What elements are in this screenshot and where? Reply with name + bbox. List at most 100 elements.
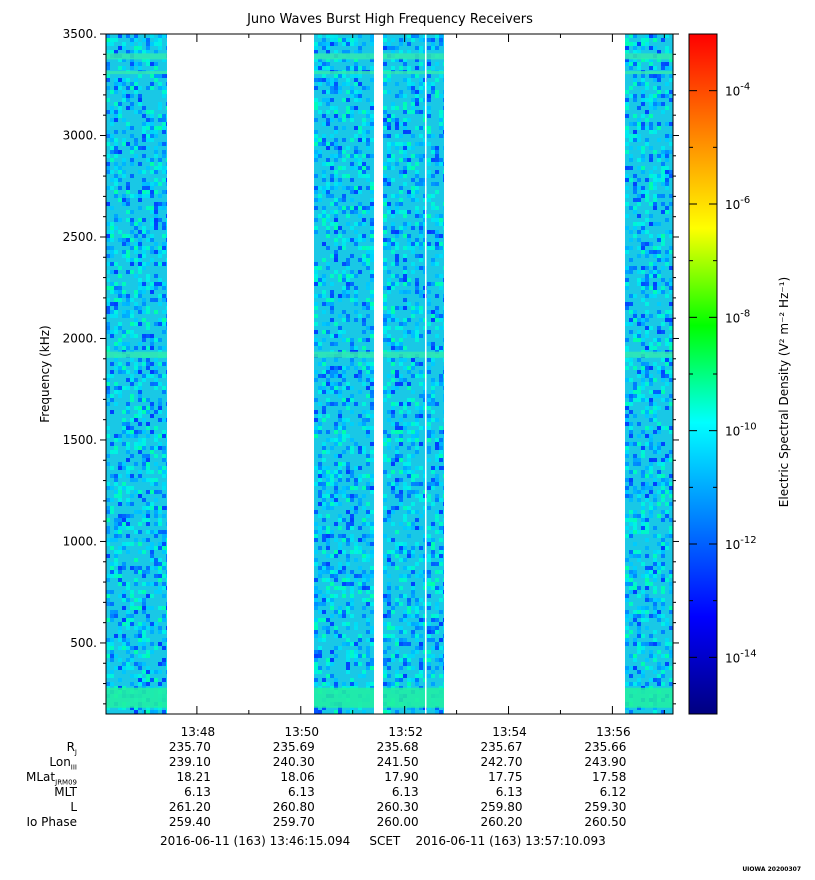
spectrogram-cell [130, 594, 134, 598]
spectrogram-cell [162, 514, 166, 518]
spectrogram-cell [649, 374, 653, 378]
spectrogram-cell [330, 478, 334, 482]
spectrogram-cell [338, 570, 342, 574]
spectrogram-cell [665, 106, 669, 110]
spectrogram-cell [334, 174, 338, 178]
spectrogram-cell [134, 510, 138, 514]
spectrogram-cell [427, 198, 431, 202]
spectrogram-cell [665, 294, 669, 298]
spectrogram-cell [114, 110, 118, 114]
spectrogram-cell [395, 446, 399, 450]
spectrogram-cell [645, 426, 649, 430]
spectrogram-cell [391, 178, 395, 182]
spectrogram-cell [334, 154, 338, 158]
spectrogram-cell [342, 82, 346, 86]
spectrogram-cell [322, 46, 326, 50]
spectrogram-cell [338, 542, 342, 546]
spectrogram-cell [358, 498, 362, 502]
spectrogram-cell [318, 110, 322, 114]
spectrogram-cell [625, 194, 629, 198]
spectrogram-cell [342, 74, 346, 78]
spectrogram-cell [403, 142, 407, 146]
spectrogram-cell [637, 458, 641, 462]
spectrogram-cell [435, 658, 439, 662]
spectrogram-cell [641, 618, 645, 622]
spectrogram-cell [154, 454, 158, 458]
spectrogram-cell [387, 242, 391, 246]
spectrogram-cell [126, 234, 130, 238]
spectrogram-cell [649, 678, 653, 682]
emission-band [625, 71, 673, 75]
spectrogram-cell [318, 390, 322, 394]
spectrogram-cell [653, 638, 657, 642]
spectrogram-cell [162, 282, 166, 286]
spectrogram-cell [629, 622, 633, 626]
spectrogram-cell [110, 186, 114, 190]
spectrogram-cell [419, 618, 423, 622]
spectrogram-cell [645, 578, 649, 582]
spectrogram-cell [625, 178, 629, 182]
spectrogram-cell [370, 278, 374, 282]
spectrogram-cell [114, 534, 118, 538]
spectrogram-cell [633, 386, 637, 390]
spectrogram-cell [330, 98, 334, 102]
spectrogram-cell [439, 438, 443, 442]
spectrogram-cell [318, 34, 322, 38]
spectrogram-cell [122, 198, 126, 202]
spectrogram-cell [649, 234, 653, 238]
spectrogram-cell [391, 118, 395, 122]
spectrogram-cell [166, 370, 167, 374]
spectrogram-cell [166, 90, 167, 94]
spectrogram-cell [383, 34, 387, 38]
spectrogram-cell [395, 126, 399, 130]
spectrogram-cell [383, 330, 387, 334]
spectrogram-cell [118, 238, 122, 242]
spectrogram-cell [387, 598, 391, 602]
spectrogram-cell [314, 158, 318, 162]
spectrogram-cell [669, 98, 673, 102]
spectrogram-cell [318, 346, 322, 350]
spectrogram-cell [162, 90, 166, 94]
spectrogram-cell [138, 590, 142, 594]
spectrogram-cell [346, 538, 350, 542]
spectrogram-cell [106, 378, 110, 382]
spectrogram-cell [415, 450, 419, 454]
spectrogram-cell [383, 198, 387, 202]
spectrogram-cell [122, 142, 126, 146]
spectrogram-cell [653, 174, 657, 178]
spectrogram-cell [383, 614, 387, 618]
spectrogram-cell [391, 510, 395, 514]
spectrogram-cell [142, 646, 146, 650]
spectrogram-cell [661, 546, 665, 550]
spectrogram-cell [106, 238, 110, 242]
spectrogram-cell [150, 190, 154, 194]
spectrogram-cell [629, 166, 633, 170]
spectrogram-cell [354, 578, 358, 582]
spectrogram-cell [415, 622, 419, 626]
x-tick-label: 13:50 [284, 725, 319, 739]
spectrogram-cell [126, 610, 130, 614]
spectrogram-cell [403, 426, 407, 430]
spectrogram-cell [338, 118, 342, 122]
spectrogram-cell [665, 66, 669, 70]
spectrogram-cell [158, 434, 162, 438]
spectrogram-cell [399, 434, 403, 438]
spectrogram-cell [358, 446, 362, 450]
spectrogram-cell [346, 266, 350, 270]
spectrogram-cell [637, 390, 641, 394]
spectrogram-cell [427, 394, 431, 398]
spectrogram-cell [362, 322, 366, 326]
spectrogram-cell [334, 374, 338, 378]
spectrogram-cell [403, 222, 407, 226]
spectrogram-cell [395, 642, 399, 646]
spectrogram-cell [411, 510, 415, 514]
spectrogram-cell [435, 262, 439, 266]
spectrogram-cell [138, 322, 142, 326]
spectrogram-cell [346, 106, 350, 110]
spectrogram-cell [350, 274, 354, 278]
spectrogram-cell [342, 518, 346, 522]
spectrogram-cell [134, 418, 138, 422]
spectrogram-cell [637, 622, 641, 626]
spectrogram-cell [350, 186, 354, 190]
spectrogram-cell [415, 330, 419, 334]
